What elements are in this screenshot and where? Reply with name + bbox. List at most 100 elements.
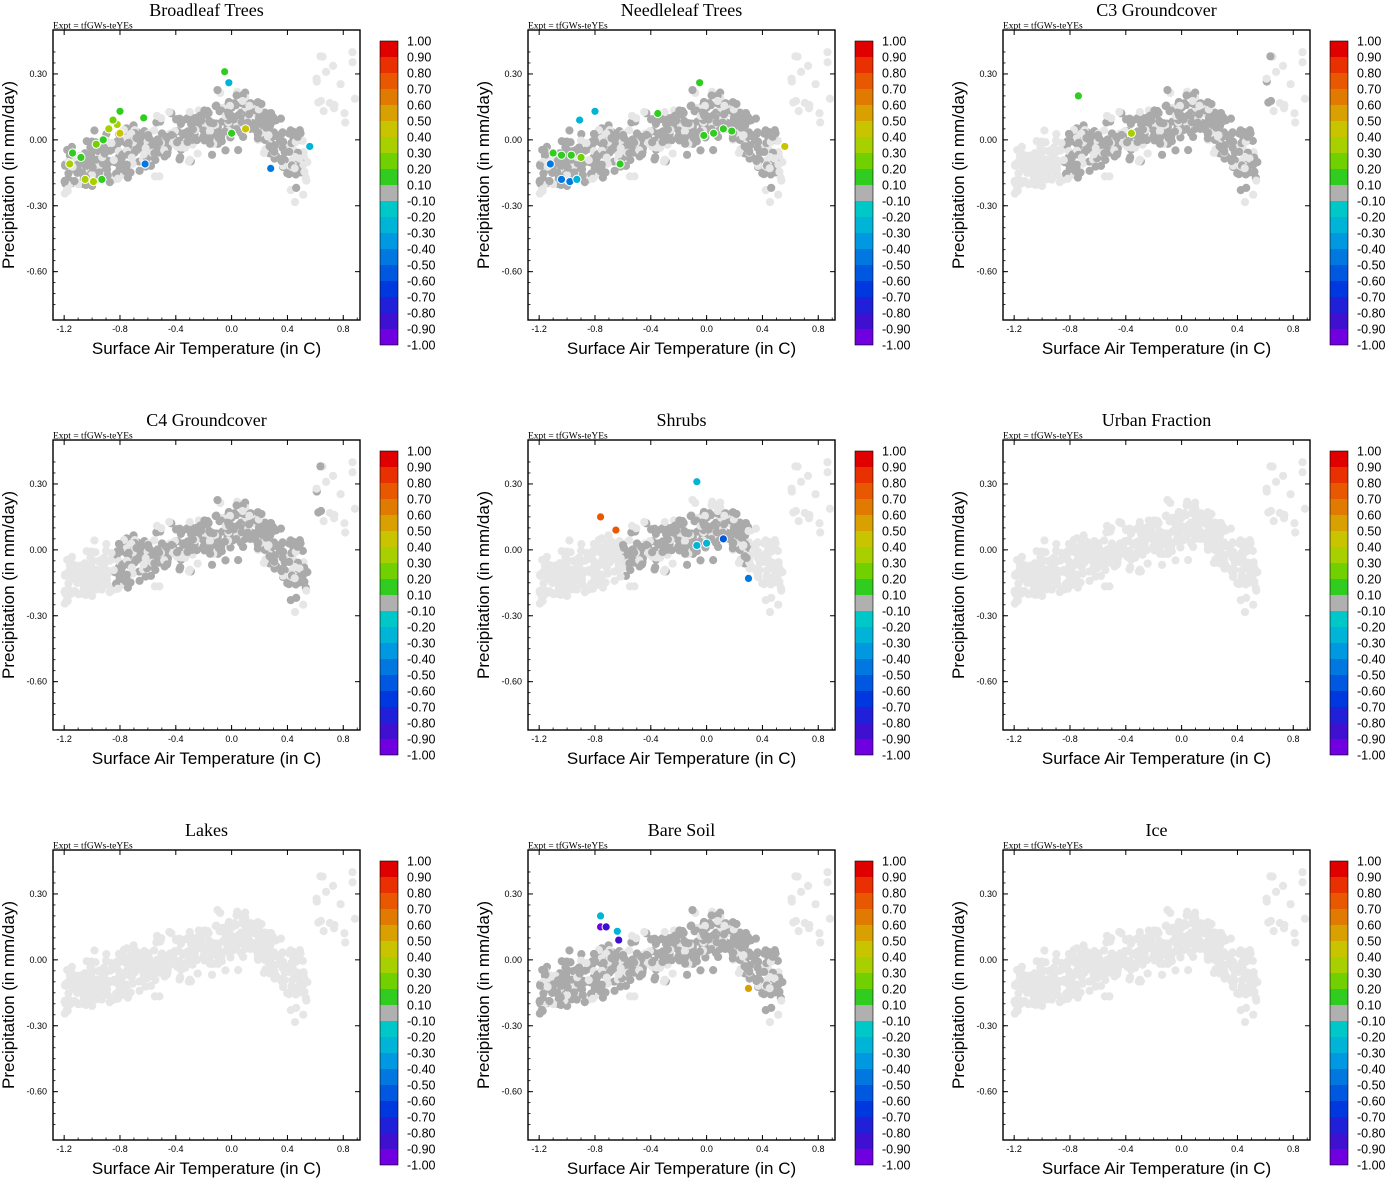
background-point <box>262 943 271 952</box>
colorbar-label: 0.70 <box>407 83 431 97</box>
colorbar-label: -0.50 <box>407 259 436 273</box>
background-point <box>1126 529 1135 538</box>
background-point <box>1162 511 1171 520</box>
colorbar-label: -0.50 <box>407 1079 436 1093</box>
background-point <box>90 536 99 545</box>
colorbar-swatch <box>855 217 873 233</box>
highlighted-point <box>225 79 233 87</box>
background-point <box>122 570 131 579</box>
background-point <box>200 926 209 935</box>
background-point <box>1245 564 1254 573</box>
colorbar-label: 0.60 <box>407 99 431 113</box>
background-point <box>254 538 263 547</box>
x-axis-label: Surface Air Temperature (in C) <box>567 339 796 358</box>
background-point <box>752 156 761 166</box>
background-point <box>285 147 294 156</box>
y-tick-label: -0.60 <box>976 677 997 687</box>
colorbar-label: -0.70 <box>407 291 436 305</box>
background-point <box>1037 170 1047 180</box>
highlighted-point <box>105 125 113 133</box>
background-point <box>1082 133 1091 143</box>
background-point <box>193 969 202 978</box>
background-point <box>774 600 783 609</box>
background-point <box>341 528 350 537</box>
background-point <box>1103 135 1112 144</box>
background-point <box>614 560 623 569</box>
colorbar-swatch <box>855 73 873 89</box>
background-point <box>185 928 194 937</box>
background-point <box>1135 108 1144 117</box>
colorbar-swatch <box>855 313 873 329</box>
background-point <box>213 905 222 915</box>
background-point <box>1057 548 1066 558</box>
highlighted-point <box>241 125 250 133</box>
highlighted-point <box>703 539 711 547</box>
y-tick-label: -0.30 <box>26 201 47 211</box>
x-tick-label: -0.4 <box>168 1144 184 1154</box>
background-point <box>267 553 276 563</box>
background-point <box>1228 143 1237 152</box>
background-point <box>295 154 304 163</box>
background-point <box>1249 600 1258 609</box>
background-point <box>82 137 91 146</box>
colorbar-label: -0.70 <box>407 701 436 715</box>
colorbar-swatch <box>1330 547 1348 563</box>
colorbar-label: 0.90 <box>1357 461 1381 475</box>
background-point <box>264 131 273 140</box>
background-point <box>234 110 243 120</box>
background-point <box>687 101 696 110</box>
colorbar-label: -0.50 <box>1357 259 1386 273</box>
colorbar-swatch <box>380 121 398 137</box>
background-point <box>1182 91 1191 100</box>
colorbar-swatch <box>380 57 398 73</box>
background-point <box>707 91 716 100</box>
background-point <box>1112 132 1121 142</box>
highlighted-point <box>228 129 236 137</box>
background-point <box>789 98 798 107</box>
scatter-points <box>1010 48 1310 207</box>
background-point <box>729 538 738 547</box>
background-point <box>132 133 141 143</box>
colorbar-label: -0.50 <box>882 259 911 273</box>
background-point <box>1101 155 1110 165</box>
background-point <box>616 144 625 153</box>
background-point <box>794 517 803 526</box>
background-point <box>299 190 308 199</box>
background-point <box>816 118 825 127</box>
background-point <box>588 584 597 593</box>
highlighted-point <box>616 160 624 168</box>
x-tick-label: 0.0 <box>700 734 713 744</box>
background-point <box>188 945 198 954</box>
colorbar-label: 0.20 <box>882 163 906 177</box>
colorbar-label: -0.10 <box>1357 605 1386 619</box>
colorbar-swatch <box>855 329 873 345</box>
background-point <box>290 574 299 583</box>
colorbar-label: -0.30 <box>882 227 911 241</box>
background-point <box>566 548 575 557</box>
background-point <box>823 468 832 477</box>
background-point <box>299 600 308 609</box>
highlighted-point <box>591 107 599 115</box>
background-point <box>1031 180 1041 190</box>
background-point <box>720 511 729 520</box>
background-point <box>285 557 294 566</box>
highlighted-point <box>696 79 704 87</box>
background-point <box>736 114 745 124</box>
background-point <box>1249 570 1258 579</box>
colorbar-swatch <box>380 313 398 329</box>
background-point <box>188 125 198 134</box>
background-point <box>709 146 718 155</box>
background-point <box>770 564 779 573</box>
y-tick-label: -0.30 <box>26 1021 47 1031</box>
background-point <box>1209 148 1218 158</box>
background-point <box>141 982 150 991</box>
background-point <box>221 146 230 155</box>
colorbar-swatch <box>1330 41 1348 57</box>
background-point <box>107 548 116 558</box>
colorbar-swatch <box>380 1101 398 1117</box>
background-point <box>321 477 331 486</box>
background-point <box>1266 462 1275 471</box>
background-point <box>1041 548 1050 557</box>
